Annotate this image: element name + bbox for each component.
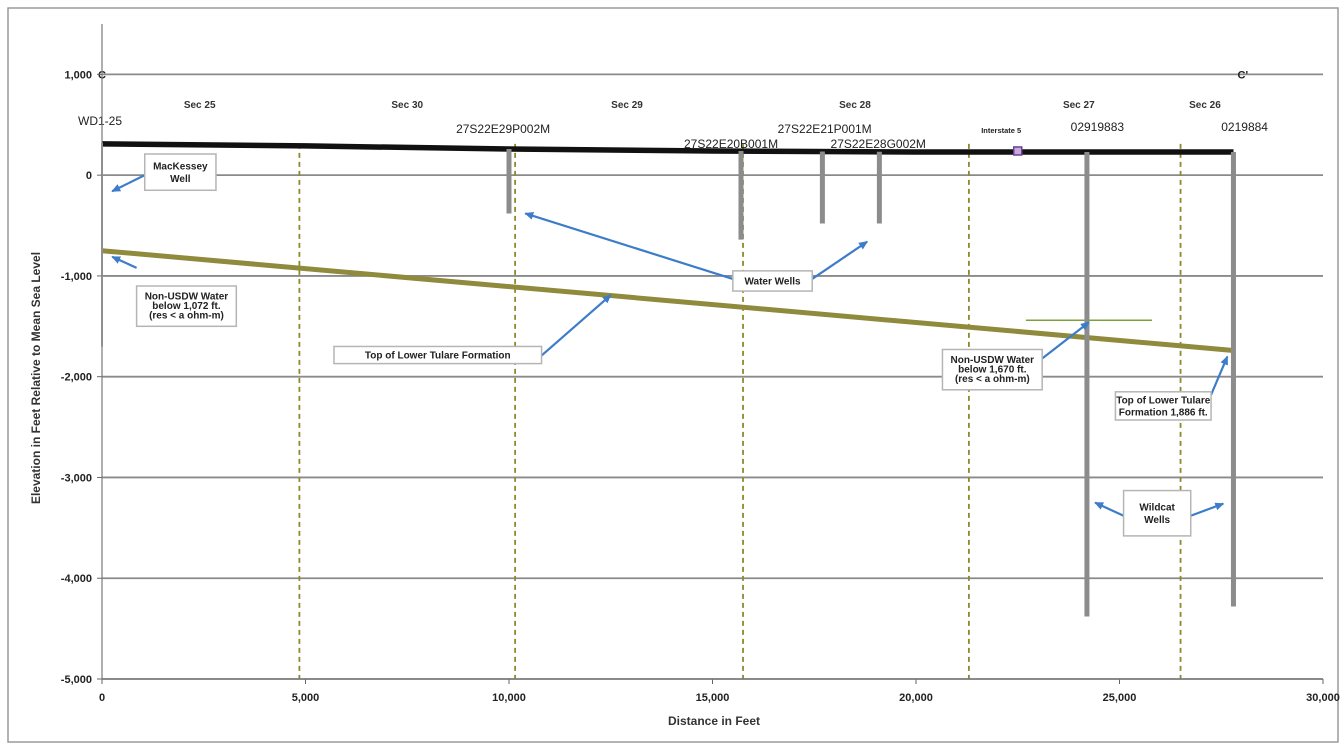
callout-text: Top of Lower Tulare Formation [365,351,511,362]
section-end-label: C' [1238,69,1249,81]
x-axis-title: Distance in Feet [668,714,760,728]
interstate-label: Interstate 5 [981,126,1021,135]
callout-text: below 1,670 ft. [958,364,1027,375]
y-tick-label: -3,000 [61,472,92,484]
x-tick-label: 20,000 [899,692,933,704]
callout-box [1122,489,1192,537]
callout-text: Formation 1,886 ft. [1119,407,1208,418]
callout-arrow [811,240,868,280]
callout-box [941,348,1043,391]
callout-arrow [1190,502,1225,517]
callout-text: (res < a ohm-m) [149,310,224,321]
lower-tulare-top-line [101,248,1234,353]
y-tick-label: 0 [86,170,92,182]
well-label: 27S22E28G002M [831,137,926,151]
callout-box [732,270,813,292]
callout-arrow [524,212,734,280]
callout-box [143,153,217,192]
section-label: Sec 27 [1063,100,1095,111]
x-tick-label: 5,000 [292,692,320,704]
callout-text: below 1,072 ft. [152,301,221,312]
y-tick-label: -5,000 [61,674,92,686]
wells-layer: WD1-25 27S22E29P002M 27S22E20B001M27S22E21… [78,114,1268,617]
section-label: Sec 25 [184,100,216,111]
ground-surface-line [101,141,1234,155]
x-tick-label: 30,000 [1306,692,1340,704]
interstate-marker [1013,146,1023,156]
section-label: Sec 29 [611,100,643,111]
x-tick-label: 10,000 [492,692,526,704]
callout-arrow [540,294,612,357]
y-tick-label: -2,000 [61,372,92,384]
chart-border [7,7,1339,743]
callout-box [135,285,238,328]
x-tick-label: 0 [99,692,105,704]
callout-arrow [1094,501,1125,517]
section-label: Sec 26 [1189,100,1221,111]
y-tick-label: -1,000 [61,271,92,283]
well-label: 27S22E29P002M [456,122,550,136]
callout-text: Wells [1144,515,1170,526]
callout-arrow [111,255,138,269]
y-axis-title: Elevation in Feet Relative to Mean Sea L… [29,252,43,504]
callout-text: Water Wells [744,277,801,288]
callout-text: Well [170,174,191,185]
callout-text: MacKessey [153,162,208,173]
callout-arrow [1041,321,1090,360]
y-tick-label: -4,000 [61,573,92,585]
well-label: WD1-25 [78,114,122,128]
well-label: 02919883 [1071,120,1125,134]
callout-box [1114,391,1212,421]
callout-text: Non-USDW Water [145,291,229,302]
x-tick-label: 15,000 [696,692,730,704]
callout-text: (res < a ohm-m) [955,374,1030,385]
callout-arrow [1210,355,1229,396]
y-tick-label: 1,000 [64,69,92,81]
axes-layer: 1,000 0 -1,000 -2,000 -3,000 -4,000 -5,000 0 5,0… [61,24,1340,704]
callout-text: Non-USDW Water [951,355,1035,366]
section-label: Sec 28 [839,100,871,111]
section-label: Sec 30 [391,100,423,111]
callout-text: Top of Lower Tulare [1116,395,1211,406]
callout-box [333,345,543,365]
callout-text: Wildcat [1139,503,1175,514]
well-label: 27S22E21P001M [778,122,872,136]
well-label: 27S22E20B001M [684,137,778,151]
x-tick-label: 25,000 [1103,692,1137,704]
callout-arrow [111,174,146,193]
well-label: 0219884 [1221,120,1268,134]
